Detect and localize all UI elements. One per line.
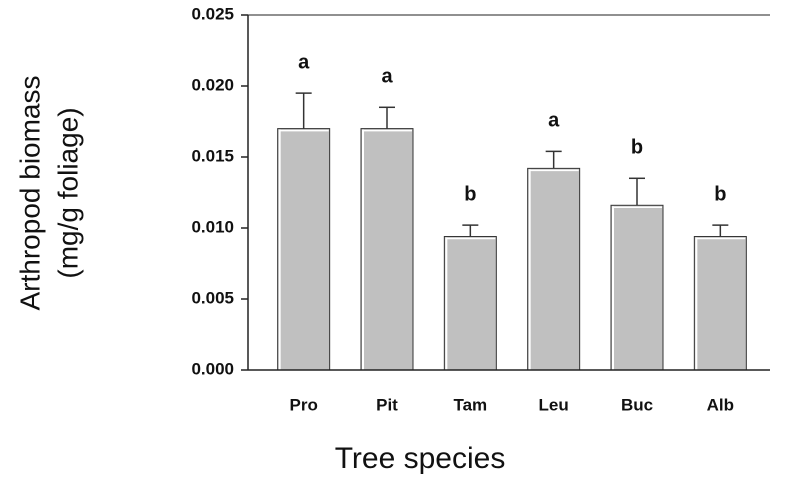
- x-tick-label: Buc: [621, 395, 653, 414]
- x-tick-label: Pro: [289, 395, 317, 414]
- x-axis-label: Tree species: [335, 442, 506, 475]
- bar: [527, 167, 581, 371]
- x-tick-label: Tam: [453, 395, 487, 414]
- y-tick-label: 0.015: [191, 146, 234, 165]
- bar: [277, 128, 331, 371]
- y-axis-label: Arthropod biomass: [14, 75, 45, 310]
- bar: [693, 236, 747, 371]
- annotation: a: [381, 66, 393, 88]
- y-axis-label: (mg/g foliage): [52, 107, 83, 278]
- x-tick-label: Leu: [539, 395, 569, 414]
- bar: [443, 236, 497, 371]
- annotation: a: [298, 51, 310, 73]
- bar: [360, 128, 414, 371]
- annotation: b: [714, 183, 726, 205]
- annotation: a: [548, 110, 560, 132]
- x-tick-label: Pit: [376, 395, 398, 414]
- y-tick-label: 0.020: [191, 75, 234, 94]
- y-tick-label: 0.000: [191, 359, 234, 378]
- y-tick-label: 0.005: [191, 288, 234, 307]
- x-tick-label: Alb: [707, 395, 734, 414]
- annotation: b: [464, 183, 476, 205]
- y-tick-label: 0.010: [191, 217, 234, 236]
- annotation: b: [631, 137, 643, 159]
- bar: [610, 204, 664, 371]
- y-tick-label: 0.025: [191, 4, 234, 23]
